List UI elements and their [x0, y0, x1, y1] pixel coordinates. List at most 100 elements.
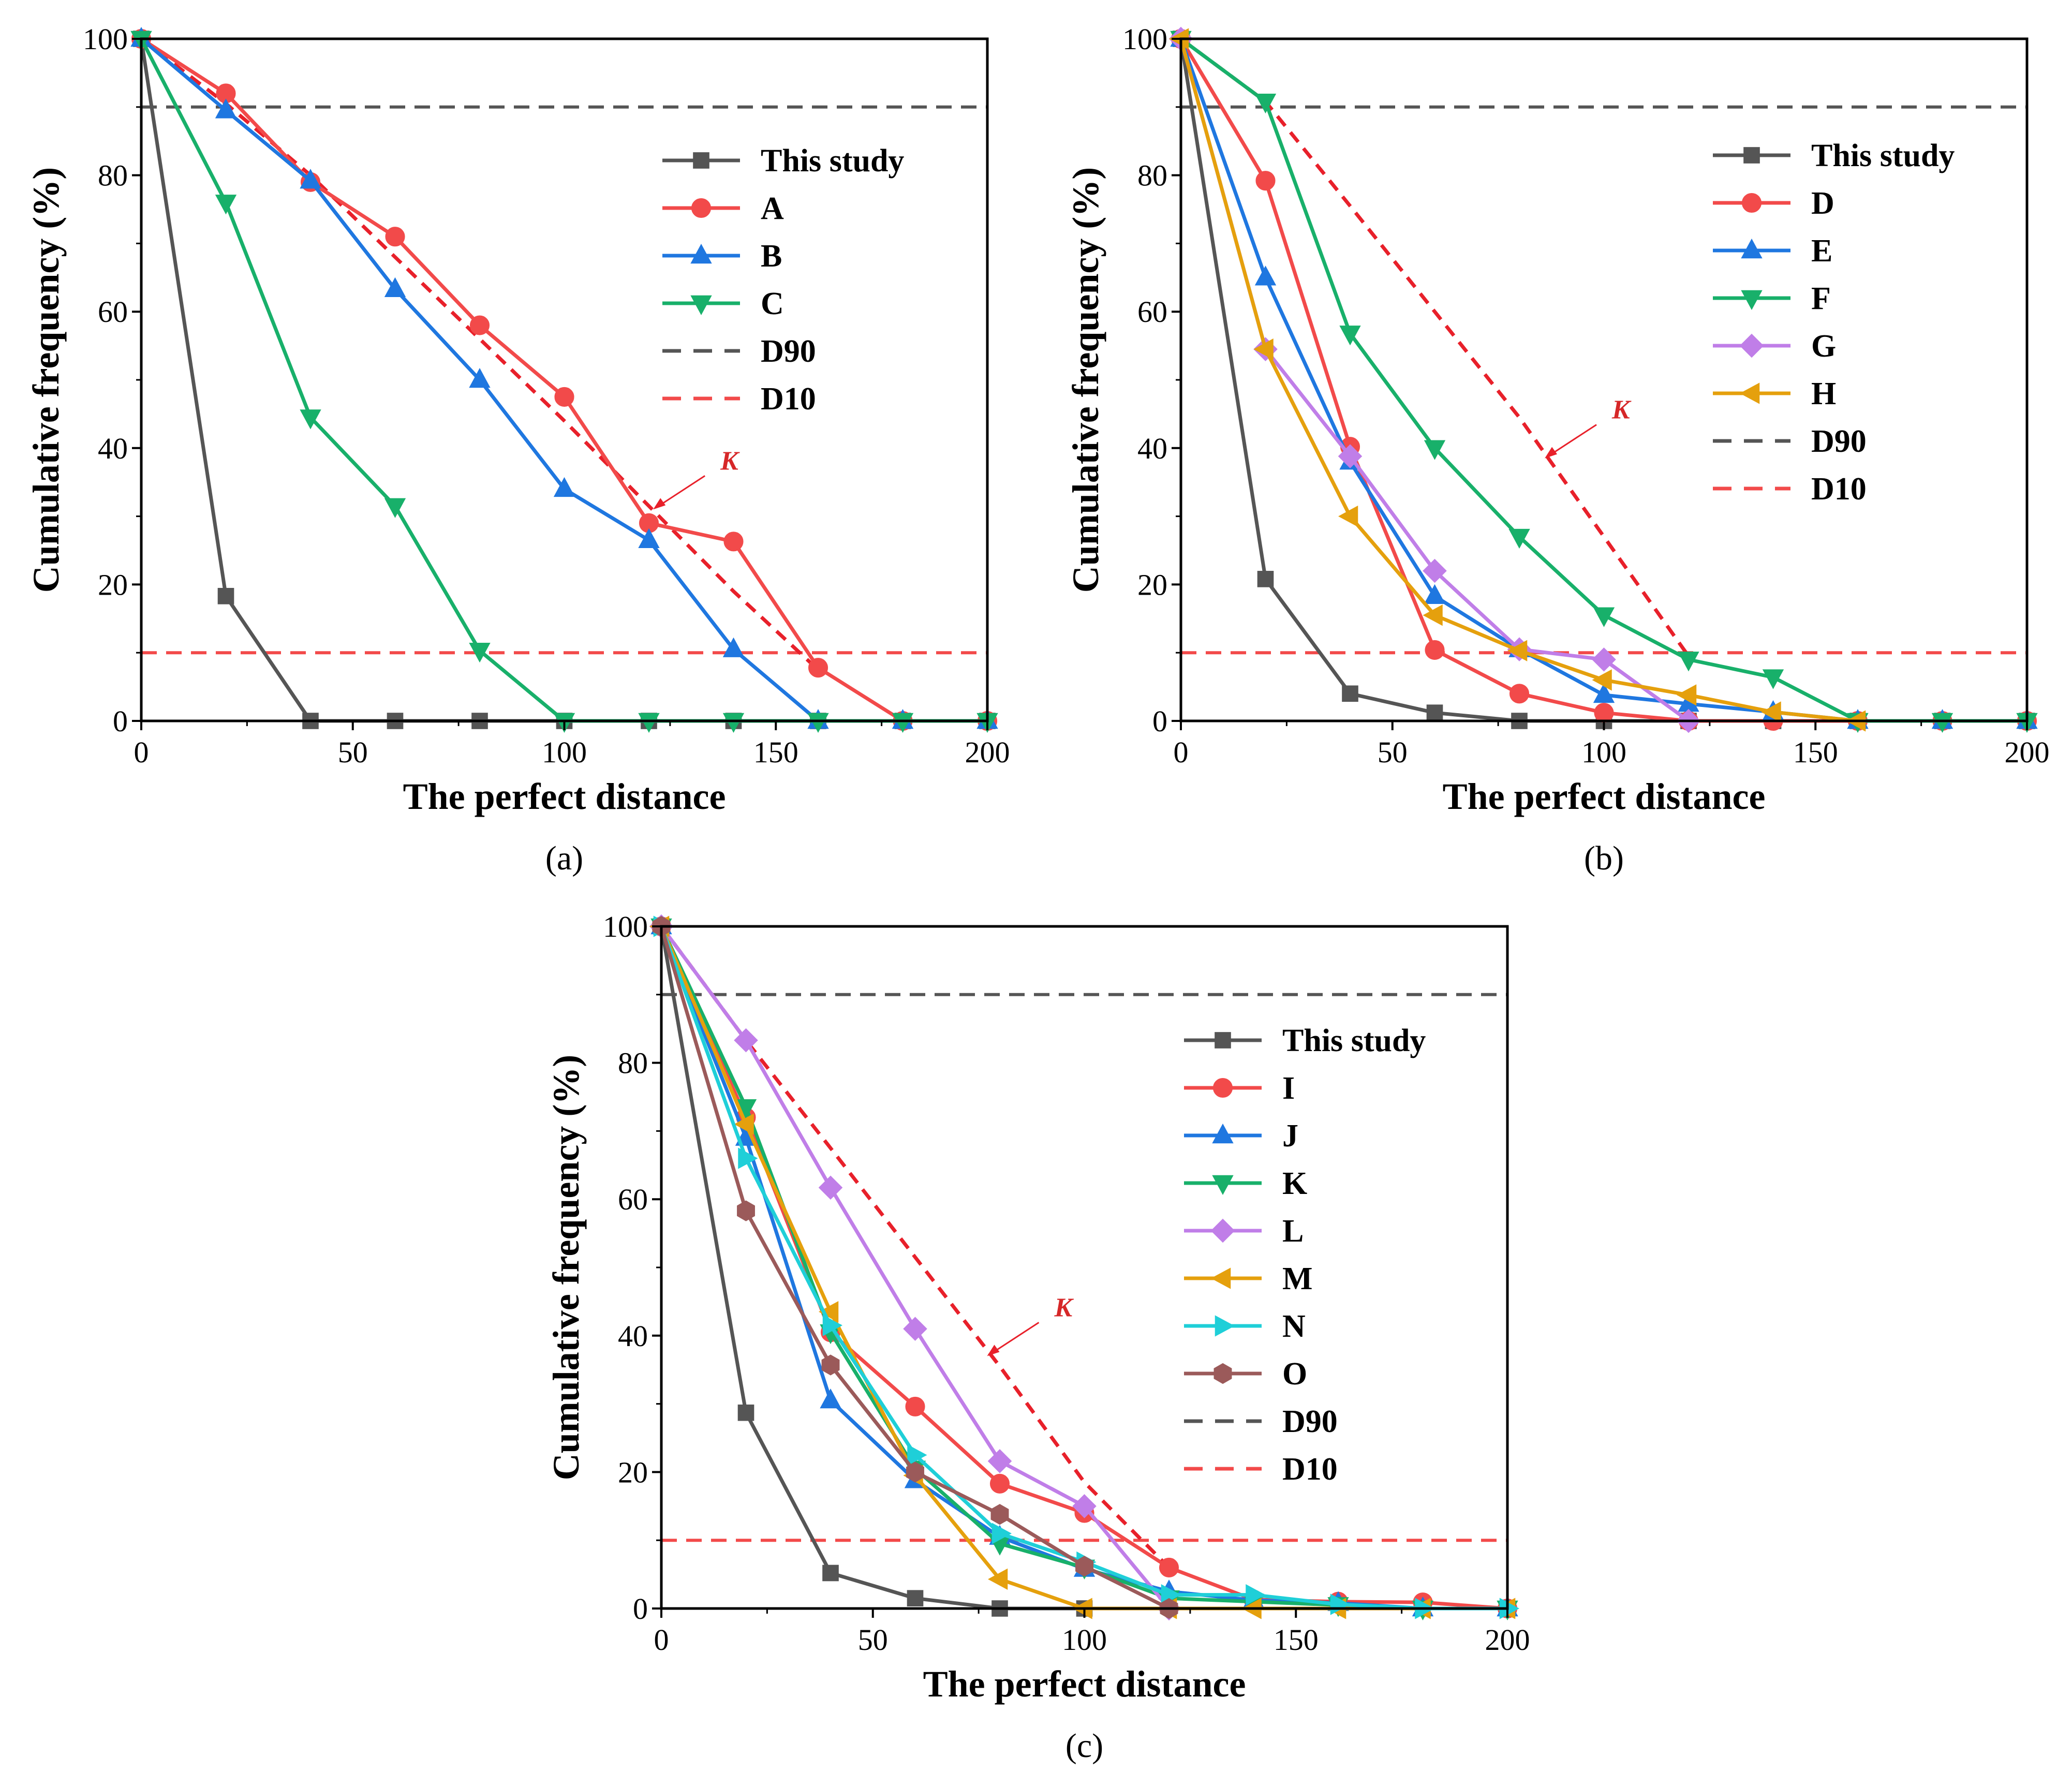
x-tick-label: 150 [1274, 1623, 1319, 1657]
legend-entry-label: M [1282, 1261, 1313, 1296]
chart-panel-2: K 0 50 100 150 200 0 20 40 60 80 100 The perfect dis… [545, 910, 1530, 1765]
y-tick-label: 100 [603, 910, 648, 943]
data-point [821, 1354, 840, 1376]
data-point [1507, 640, 1528, 661]
data-point [818, 1301, 839, 1323]
y-tick-label: 100 [83, 22, 128, 56]
data-point [1593, 683, 1615, 703]
y-tick-label: 60 [618, 1183, 648, 1216]
data-point [1761, 701, 1781, 723]
data-point [907, 1590, 924, 1607]
series-l [649, 914, 1181, 1621]
data-point [1425, 640, 1445, 660]
data-point [1159, 1557, 1179, 1577]
x-tick-label: 50 [858, 1623, 888, 1657]
annotation-label: K [1611, 395, 1632, 425]
legend-entry-label: C [761, 286, 784, 321]
data-point [808, 658, 828, 678]
legend-marker [1213, 1363, 1232, 1384]
data-point [1593, 607, 1615, 627]
legend-entry-label: D90 [1282, 1404, 1338, 1439]
data-point [892, 713, 914, 733]
x-tick-label: 50 [1378, 735, 1408, 769]
x-tick-label: 50 [338, 735, 368, 769]
data-point [300, 409, 321, 430]
legend-marker [1212, 1123, 1234, 1144]
legend-marker [1210, 1267, 1231, 1289]
annotation-arrowhead [987, 1345, 1000, 1356]
data-point [1676, 684, 1697, 706]
data-point [987, 1449, 1012, 1473]
data-point [385, 227, 405, 247]
data-point [1253, 338, 1274, 360]
legend-marker [1215, 1315, 1235, 1337]
panel-label: (c) [1065, 1727, 1103, 1765]
data-point [1338, 505, 1358, 527]
annotation-arrow [657, 475, 705, 508]
legend-marker [1739, 382, 1760, 404]
y-tick-label: 20 [618, 1455, 648, 1489]
data-point [553, 477, 575, 497]
chart-panel-0: K 0 50 100 150 200 0 20 40 60 80 100 The perfect dis… [25, 22, 1010, 877]
data-point [734, 1113, 754, 1135]
legend-entry-label: J [1282, 1118, 1298, 1154]
data-point [989, 1473, 1010, 1494]
legend-marker [1212, 1077, 1233, 1098]
annotation-arrowhead [1545, 447, 1558, 459]
y-tick-label: 20 [98, 568, 128, 601]
data-point [905, 1396, 925, 1416]
data-point [903, 1317, 927, 1341]
legend-entry-label: B [761, 239, 782, 274]
y-tick-label: 100 [1122, 22, 1167, 56]
data-point [300, 169, 321, 189]
x-tick-label: 0 [134, 735, 149, 769]
legend-entry-label: K [1282, 1166, 1307, 1201]
series-line [139, 38, 987, 723]
y-axis-label: Cumulative frequency (%) [25, 167, 67, 593]
data-point [1592, 647, 1616, 672]
data-point [638, 528, 660, 548]
y-tick-label: 40 [618, 1319, 648, 1353]
data-point [469, 315, 490, 335]
y-tick-label: 80 [618, 1046, 648, 1080]
data-point [554, 387, 574, 407]
data-point [807, 713, 829, 733]
y-tick-label: 80 [98, 159, 128, 193]
legend-entry-label: D90 [761, 334, 816, 369]
legend-marker [1210, 1218, 1235, 1243]
x-tick-label: 150 [753, 735, 798, 769]
data-point [1508, 528, 1530, 549]
legend-marker [1215, 1032, 1231, 1049]
chart-panel-1: K 0 50 100 150 200 0 20 40 60 80 100 The perfect dis… [1065, 22, 2050, 877]
x-axis-label: The perfect distance [403, 776, 726, 817]
data-point [1072, 1494, 1097, 1518]
legend-entry-label: D90 [1811, 424, 1867, 459]
k-line [140, 37, 820, 671]
series-line [139, 38, 987, 723]
data-point [820, 1389, 841, 1409]
data-point [215, 98, 237, 119]
legend-entry-label: F [1811, 281, 1831, 316]
series-line [1179, 38, 1858, 723]
data-point [217, 587, 234, 604]
legend-marker [1743, 147, 1760, 164]
series-line [659, 926, 1085, 1611]
data-point [638, 713, 660, 733]
legend-entry-label: D10 [761, 381, 816, 417]
legend-marker [693, 152, 709, 169]
data-point [1246, 1584, 1266, 1606]
legend-marker [1741, 193, 1762, 213]
legend-entry-label: This study [1811, 138, 1955, 173]
data-point [1257, 571, 1274, 587]
data-point [822, 1564, 839, 1582]
x-tick-label: 200 [965, 735, 1010, 769]
data-point [822, 1315, 843, 1336]
x-tick-label: 200 [2005, 735, 2050, 769]
y-axis-label: Cumulative frequency (%) [1065, 167, 1106, 593]
data-point [1424, 440, 1446, 460]
data-point [1423, 558, 1447, 583]
series-this-study [653, 918, 1093, 1617]
x-axis-label: The perfect distance [1443, 776, 1766, 817]
